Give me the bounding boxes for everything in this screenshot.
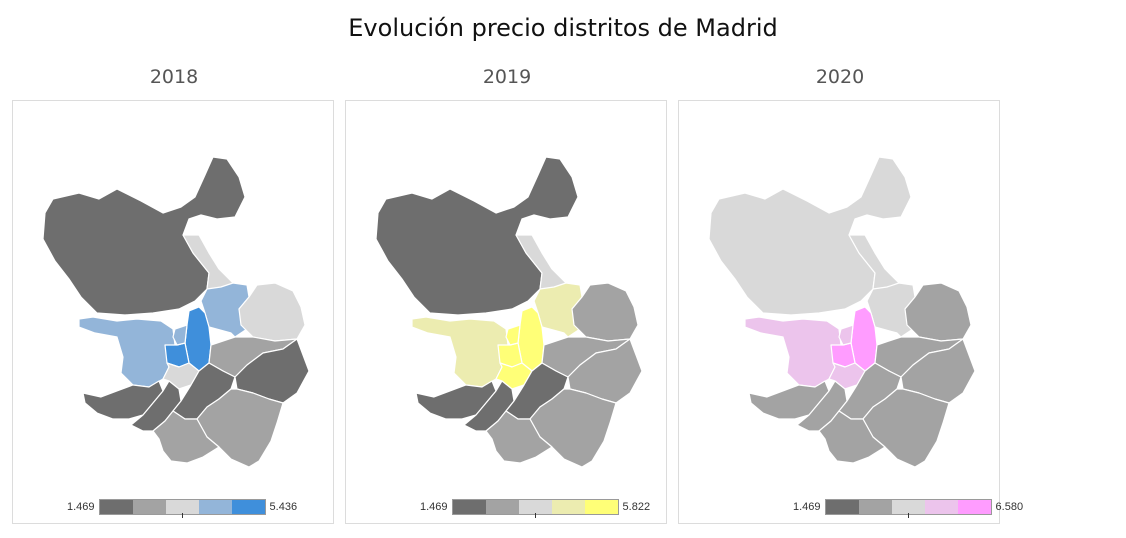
- district-south_e[interactable]: [862, 388, 950, 468]
- chart-title: Evolución precio distritos de Madrid: [348, 14, 778, 42]
- district-east_low[interactable]: [152, 410, 220, 464]
- legend-swatch-5: [231, 500, 265, 514]
- district-east_top[interactable]: [238, 282, 306, 342]
- legend-min: 1.469: [67, 501, 95, 513]
- legend-swatches: [451, 499, 619, 518]
- legend-swatch-3: [518, 500, 552, 514]
- legend-max: 5.822: [622, 501, 651, 513]
- legend-swatch-5: [584, 500, 618, 514]
- district-c_small[interactable]: [495, 362, 533, 390]
- map-panel-2020: 1.469 6.580: [678, 100, 1023, 524]
- legend-swatch-3: [891, 500, 925, 514]
- district-map-2020: [708, 156, 976, 468]
- legend-swatch-5: [957, 500, 991, 514]
- district-north[interactable]: [42, 156, 246, 316]
- year-label-2020: 2020: [815, 66, 865, 88]
- legend-swatches: [824, 499, 992, 518]
- legend-swatch-2: [858, 500, 892, 514]
- color-legend-2020: 1.469 6.580: [789, 499, 1027, 518]
- legend-tick: [534, 513, 536, 518]
- district-map-2018: [42, 156, 310, 468]
- map-panel-2019: 1.469 5.822: [345, 100, 667, 524]
- color-legend-2019: 1.469 5.822: [416, 499, 654, 518]
- district-east_top[interactable]: [904, 282, 972, 342]
- district-map-2019: [375, 156, 643, 468]
- legend-swatch-2: [485, 500, 519, 514]
- legend-max: 5.436: [269, 501, 298, 513]
- legend-min: 1.469: [420, 501, 448, 513]
- district-west[interactable]: [411, 316, 509, 388]
- district-c_small[interactable]: [828, 362, 866, 390]
- legend-swatches: [98, 499, 266, 518]
- district-north[interactable]: [708, 156, 912, 316]
- district-west[interactable]: [744, 316, 842, 388]
- year-label-2018: 2018: [149, 66, 199, 88]
- district-east_top[interactable]: [571, 282, 639, 342]
- color-legend-2018: 1.469 5.436: [63, 499, 301, 518]
- district-east_low[interactable]: [818, 410, 886, 464]
- district-south_e[interactable]: [196, 388, 284, 468]
- legend-swatch-1: [99, 500, 133, 514]
- legend-swatch-1: [825, 500, 859, 514]
- district-c_small[interactable]: [162, 362, 200, 390]
- district-south_e[interactable]: [529, 388, 617, 468]
- district-center3[interactable]: [172, 324, 188, 346]
- legend-swatch-3: [165, 500, 199, 514]
- year-label-2019: 2019: [482, 66, 532, 88]
- legend-swatch-2: [132, 500, 166, 514]
- district-west[interactable]: [78, 316, 176, 388]
- legend-swatch-4: [924, 500, 958, 514]
- district-east_low[interactable]: [485, 410, 553, 464]
- map-panel-2018: 1.469 5.436: [12, 100, 334, 524]
- legend-tick: [181, 513, 183, 518]
- district-center3[interactable]: [505, 324, 521, 346]
- legend-tick: [907, 513, 909, 518]
- district-north[interactable]: [375, 156, 579, 316]
- legend-min: 1.469: [793, 501, 821, 513]
- legend-swatch-4: [551, 500, 585, 514]
- legend-swatch-1: [452, 500, 486, 514]
- district-center3[interactable]: [838, 324, 854, 346]
- legend-max: 6.580: [995, 501, 1024, 513]
- legend-swatch-4: [198, 500, 232, 514]
